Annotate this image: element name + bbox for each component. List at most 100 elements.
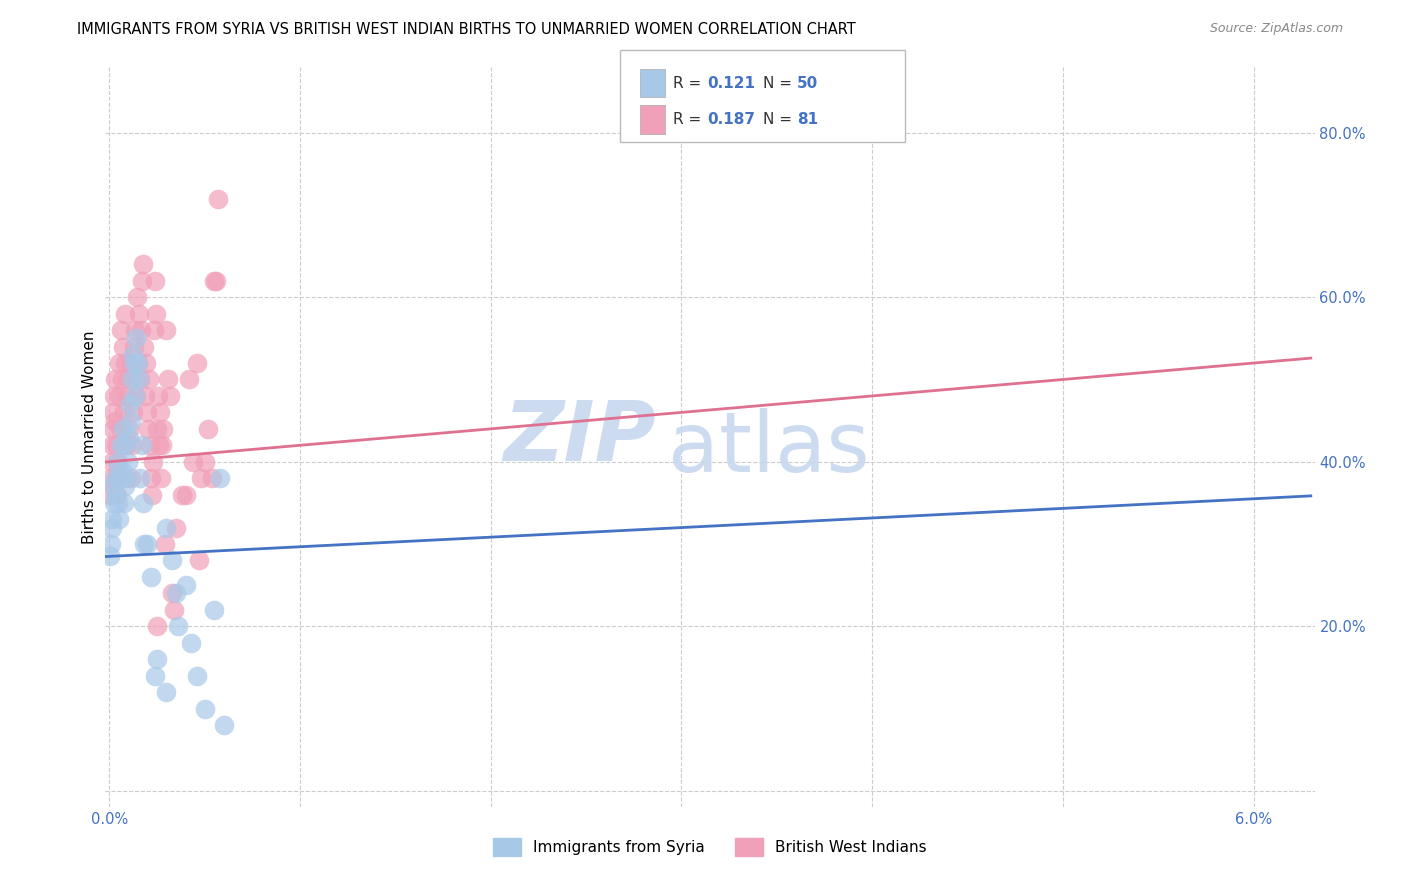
Point: [129, 323, 152, 337]
Point: [131, 257, 153, 271]
Point: [165, 586, 187, 600]
Point: [167, 619, 190, 633]
Point: [128, 307, 150, 321]
Point: [112, 496, 135, 510]
Point: [190, 471, 212, 485]
Text: R =: R =: [673, 112, 707, 128]
Point: [170, 488, 193, 502]
Point: [174, 488, 197, 502]
Text: R =: R =: [673, 76, 707, 91]
Text: N =: N =: [763, 76, 797, 91]
Point: [100, 537, 122, 551]
Point: [120, 397, 142, 411]
Point: [160, 553, 183, 567]
Point: [108, 422, 131, 436]
Point: [194, 701, 217, 715]
Point: [134, 356, 156, 370]
Point: [108, 389, 131, 403]
Point: [98, 549, 121, 564]
Point: [98, 488, 121, 502]
Point: [110, 438, 132, 452]
Point: [117, 455, 139, 469]
Point: [101, 479, 124, 493]
Point: [134, 389, 156, 403]
Point: [122, 340, 145, 354]
Point: [125, 290, 148, 304]
Point: [142, 455, 165, 469]
Point: [122, 405, 145, 419]
Point: [121, 372, 143, 386]
Point: [141, 488, 163, 502]
Point: [107, 496, 129, 510]
Point: [111, 422, 134, 436]
Point: [132, 340, 155, 354]
Point: [103, 389, 125, 403]
Point: [205, 274, 228, 288]
Point: [179, 372, 201, 386]
Point: [128, 372, 150, 386]
Point: [122, 356, 145, 370]
Text: N =: N =: [763, 112, 797, 128]
Text: 0.121: 0.121: [707, 76, 755, 91]
Text: Source: ZipAtlas.com: Source: ZipAtlas.com: [1209, 22, 1343, 36]
Point: [160, 586, 183, 600]
Point: [108, 471, 131, 485]
Point: [146, 619, 169, 633]
Point: [207, 192, 229, 206]
Point: [104, 471, 127, 485]
Point: [101, 422, 124, 436]
Point: [131, 274, 153, 288]
Point: [143, 668, 166, 682]
Point: [139, 438, 162, 452]
Point: [104, 372, 127, 386]
Point: [143, 274, 166, 288]
Point: [131, 496, 153, 510]
Point: [186, 356, 208, 370]
Text: 81: 81: [797, 112, 818, 128]
Point: [121, 438, 143, 452]
Point: [120, 414, 142, 428]
Point: [149, 405, 172, 419]
Point: [114, 307, 136, 321]
Point: [187, 553, 209, 567]
Text: 50: 50: [797, 76, 818, 91]
Point: [103, 496, 125, 510]
Point: [107, 356, 129, 370]
Point: [152, 422, 174, 436]
Point: [111, 372, 134, 386]
Point: [107, 455, 129, 469]
Point: [117, 372, 139, 386]
Point: [201, 471, 224, 485]
Point: [122, 348, 145, 362]
Text: ZIP: ZIP: [503, 397, 655, 477]
Y-axis label: Births to Unmarried Women: Births to Unmarried Women: [82, 330, 97, 544]
Point: [125, 331, 148, 345]
Point: [100, 471, 122, 485]
Point: [155, 323, 177, 337]
Point: [112, 405, 135, 419]
Point: [180, 636, 202, 650]
Point: [155, 685, 177, 699]
Point: [104, 414, 127, 428]
Point: [148, 438, 170, 452]
Point: [202, 603, 225, 617]
Point: [125, 389, 148, 403]
Point: [115, 438, 138, 452]
Point: [128, 471, 150, 485]
Point: [118, 430, 141, 444]
Point: [101, 438, 124, 452]
Point: [138, 422, 160, 436]
Point: [150, 438, 173, 452]
Point: [110, 323, 132, 337]
Legend: Immigrants from Syria, British West Indians: Immigrants from Syria, British West Indi…: [488, 831, 932, 863]
Point: [115, 471, 138, 485]
Point: [131, 438, 153, 452]
Point: [194, 455, 217, 469]
Point: [100, 455, 122, 469]
Point: [105, 455, 128, 469]
Point: [146, 422, 169, 436]
Point: [146, 389, 169, 403]
Point: [186, 668, 208, 682]
Point: [181, 455, 204, 469]
Point: [114, 479, 136, 493]
